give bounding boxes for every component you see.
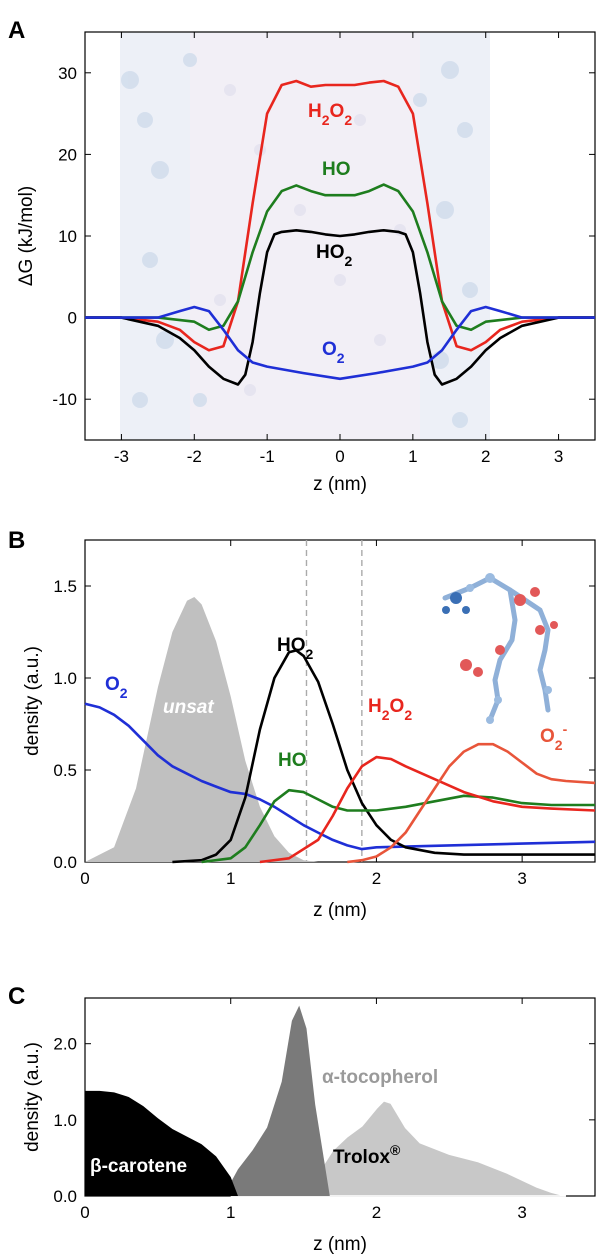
x-tick-label: 3 (517, 1203, 526, 1222)
y-tick-label: 1.0 (53, 1111, 77, 1130)
x-tick-label: 2 (481, 447, 490, 466)
series-line-H2O2 (85, 79, 595, 352)
panel-b-series: unsat O2 HO2 HO H2O2 O2- (84, 540, 596, 864)
membrane-background (120, 32, 490, 440)
x-tick-label: -1 (260, 447, 275, 466)
panel-c-x-axis-label: z (nm) (313, 1234, 367, 1255)
panel-b: B 0 1 2 3 0.0 0.5 1.0 1.5 unsat O2 HO2 HO H2O2 O2- z… (8, 527, 596, 921)
y-tick-label: 10 (58, 227, 77, 246)
y-tick-label: 0.5 (53, 761, 77, 780)
y-tick-label: 0.0 (53, 853, 77, 872)
series-line-O2minus (347, 742, 596, 864)
x-tick-label: 1 (408, 447, 417, 466)
panel-b-y-axis-label: density (a.u.) (22, 646, 43, 756)
plot-frame (84, 539, 596, 863)
y-tick-label: 1.0 (53, 669, 77, 688)
panel-b-axes: 0 1 2 3 0.0 0.5 1.0 1.5 (53, 539, 596, 888)
series-line-O2 (84, 702, 596, 851)
unsat-series-label: unsat (163, 697, 214, 718)
series-line-O2 (85, 305, 595, 381)
y-tick-label: 30 (58, 64, 77, 83)
x-tick-label: 0 (335, 447, 344, 466)
series-area-atocopherol (223, 1005, 330, 1196)
bcarotene-series-label: β-carotene (90, 1156, 187, 1177)
x-tick-label: -2 (187, 447, 202, 466)
x-tick-label: 2 (372, 869, 381, 888)
O2-series-label: O2 (105, 674, 128, 701)
panel-a-x-axis-label: z (nm) (313, 474, 367, 495)
series-line-H2O2 (259, 755, 596, 864)
panel-c-series: β-carotene α-tocopherol Trolox® (85, 1005, 567, 1197)
panel-a-label: A (8, 17, 25, 44)
x-tick-label: 2 (372, 1203, 381, 1222)
x-tick-label: 1 (226, 1203, 235, 1222)
y-tick-label: 0 (68, 309, 77, 328)
x-tick-label: 3 (554, 447, 563, 466)
panel-b-x-axis-label: z (nm) (313, 900, 367, 921)
HO2-series-label: HO2 (277, 635, 314, 662)
panel-c-y-axis-label: density (a.u.) (22, 1042, 43, 1152)
O2minus-series-label: O2- (540, 721, 568, 753)
O2-series-label: O2 (322, 339, 345, 366)
x-tick-label: 1 (226, 869, 235, 888)
panel-c: C 0 1 2 3 0.0 1.0 2.0 β-carotene α-tocopherol Tr… (8, 983, 596, 1255)
y-tick-label: -10 (52, 390, 77, 409)
y-tick-label: 1.5 (53, 577, 77, 596)
panel-b-label: B (8, 527, 25, 554)
series-line-HO2 (172, 649, 595, 864)
y-tick-label: 0.0 (53, 1187, 77, 1206)
panel-a-series: H2O2 HO HO2 O2 (85, 79, 595, 386)
x-tick-label: 0 (80, 869, 89, 888)
trolox-series-label: Trolox® (333, 1142, 401, 1168)
x-tick-label: -3 (114, 447, 129, 466)
series-area-unsat (85, 597, 319, 862)
HO-series-label: HO (322, 159, 351, 180)
y-tick-label: 20 (58, 145, 77, 164)
H2O2-series-label: H2O2 (368, 696, 412, 723)
lipid-molecule-inset (442, 573, 558, 724)
series-line-HO2 (85, 229, 595, 386)
HO2-series-label: HO2 (316, 242, 353, 269)
x-tick-label: 3 (517, 869, 526, 888)
HO-series-label: HO (278, 750, 307, 771)
y-tick-label: 2.0 (53, 1035, 77, 1054)
panel-a-y-axis-label: ΔG (kJ/mol) (16, 186, 37, 286)
atocopherol-series-label: α-tocopherol (322, 1067, 438, 1088)
series-area-bcarotene (85, 1090, 238, 1196)
series-line-HO (201, 788, 595, 864)
x-tick-label: 0 (80, 1203, 89, 1222)
H2O2-series-label: H2O2 (308, 101, 352, 128)
panel-c-label: C (8, 983, 25, 1010)
series-line-HO (85, 183, 595, 332)
